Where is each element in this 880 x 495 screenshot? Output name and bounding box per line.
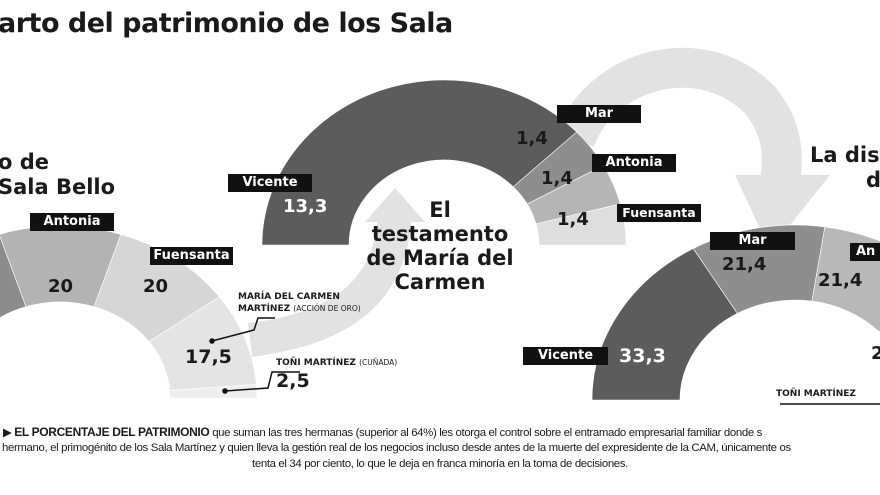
caption-lead: EL PORCENTAJE DEL PATRIMONIO [14, 425, 210, 439]
left-value-fuensanta: 20 [143, 276, 169, 297]
right-label-mar: Mar [710, 232, 795, 250]
right-value-vicente: 33,3 [619, 345, 666, 367]
arrow-middle-to-right-head [735, 175, 830, 250]
left-value-antonia: 20 [48, 276, 74, 297]
left-subtitle-line2: Sala Bello [0, 175, 116, 199]
left-label-maria-del-carmen: MARÍA DEL CARMEN MARTÍNEZ (ACCIÓN DE ORO… [238, 292, 378, 315]
caption-line2: hermano, el primogénito de los Sala Mart… [2, 442, 791, 454]
middle-half-donut [261, 79, 627, 246]
leader-lines [209, 317, 880, 405]
page-title: arto del patrimonio de los Sala [0, 8, 453, 39]
flow-arrows [247, 47, 830, 357]
caption-line1: ▶ EL PORCENTAJE DEL PATRIMONIO que suman… [3, 425, 762, 441]
maria-note: (ACCIÓN DE ORO) [293, 304, 361, 313]
mid-value-antonia: 1,4 [541, 168, 573, 189]
right-value-mar: 21,4 [722, 254, 767, 275]
arrow-middle-to-right [556, 47, 802, 184]
mid-value-vicente: 13,3 [283, 196, 328, 217]
left-label-fuensanta: Fuensanta [150, 247, 233, 265]
right-label-vicente: Vicente [523, 347, 608, 365]
caption-text1: que suman las tres hermanas (superior al… [212, 427, 763, 439]
right-half-donut [591, 224, 880, 401]
left-label-antonia: Antonia [30, 213, 114, 231]
arrow-left-to-middle [247, 213, 412, 357]
caption-arrow-icon: ▶ [3, 427, 12, 439]
mid-label-antonia: Antonia [592, 154, 676, 172]
mid-label-mar: Mar [557, 105, 641, 123]
left-subtitle-line1: o de [0, 150, 50, 174]
right-subtitle-line2: d [866, 168, 880, 192]
caption-line3: tenta el 34 por ciento, lo que le deja e… [252, 458, 628, 470]
mid-label-vicente: Vicente [228, 174, 312, 192]
right-value-antonia: 21,4 [818, 270, 863, 291]
leader-line-maria [211, 317, 275, 342]
donut-slice-vicente [261, 79, 578, 246]
right-subtitle-line1: La dist [810, 143, 880, 167]
left-value-maria-del-carmen: 17,5 [185, 346, 232, 368]
leader-line-toni [224, 371, 300, 392]
mid-center-line3: de María del [366, 246, 514, 270]
donut-slice-unlabeled [0, 235, 27, 318]
toni-note: (CUÑADA) [359, 358, 398, 367]
mid-center-line4: Carmen [394, 270, 486, 294]
leader-dot-toni [222, 388, 228, 394]
mid-label-fuensanta: Fuensanta [617, 204, 701, 222]
left-label-toni: TOÑI MARTÍNEZ (CUÑADA) [276, 357, 397, 369]
right-value-partial: 2 [871, 343, 880, 364]
right-footnote: TOÑI MARTÍNEZ [776, 389, 856, 399]
leader-dot-maria [209, 338, 215, 344]
maria-name: MARÍA DEL CARMEN MARTÍNEZ [238, 292, 340, 314]
left-half-donut [0, 225, 258, 399]
right-label-antonia: An [850, 243, 880, 261]
toni-name: TOÑI MARTÍNEZ [276, 358, 356, 368]
mid-value-mar: 1,4 [516, 128, 548, 149]
mid-center-line1: El [429, 198, 451, 222]
mid-center-title: El testamento de María del Carmen [355, 198, 525, 294]
left-value-toni: 2,5 [276, 370, 310, 392]
mid-value-fuensanta: 1,4 [557, 209, 589, 230]
mid-center-line2: testamento [371, 222, 509, 246]
arrow-left-to-middle-head [365, 188, 425, 222]
